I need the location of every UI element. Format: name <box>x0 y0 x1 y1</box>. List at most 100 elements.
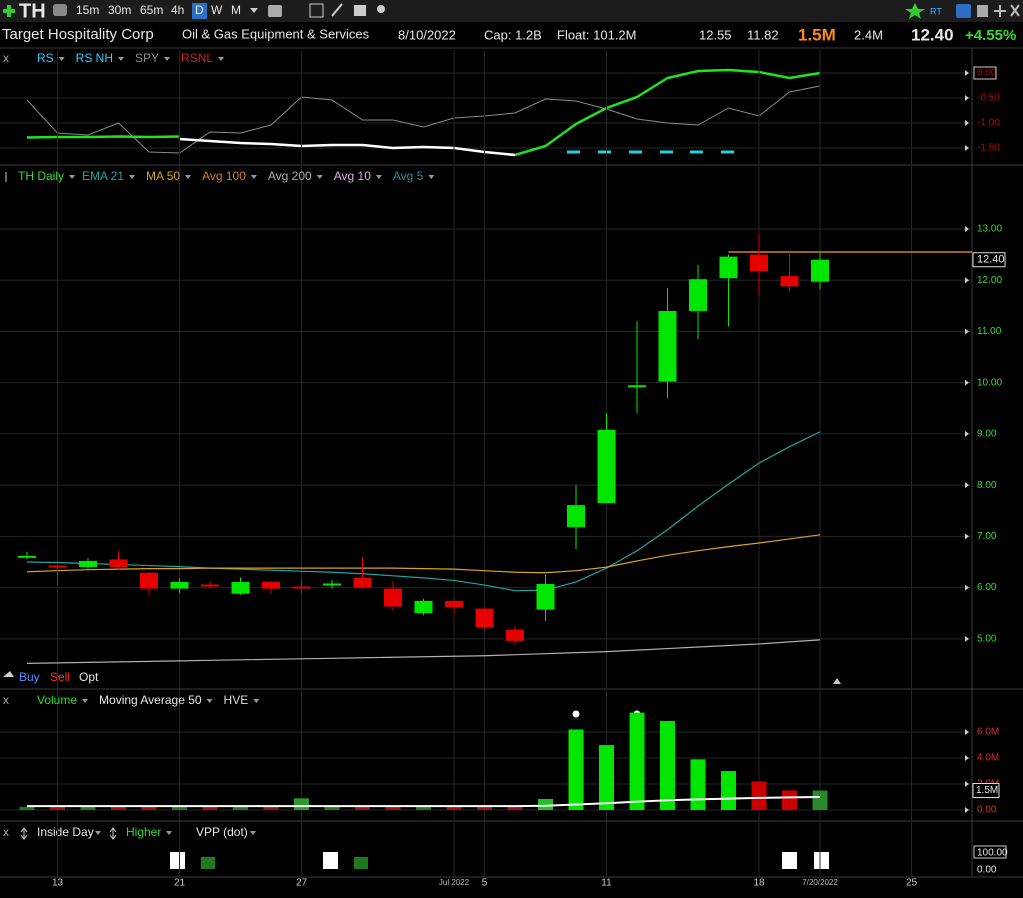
legend-item[interactable]: Avg 200 <box>268 169 312 183</box>
last-price-label: 12.40 <box>977 254 1005 266</box>
interval[interactable]: W <box>211 3 223 17</box>
tick-arrow <box>965 328 969 335</box>
interval[interactable]: 30m <box>108 3 131 17</box>
legend-item[interactable]: RS NH <box>76 51 113 65</box>
x-tick-label: 25 <box>906 878 918 889</box>
tick-arrow <box>965 781 969 788</box>
legend-caret <box>58 57 65 61</box>
options-button[interactable]: Opt <box>79 670 99 684</box>
tool-icon[interactable] <box>354 5 366 16</box>
candle-body <box>750 254 768 272</box>
change: +4.55% <box>965 27 1016 44</box>
legend-item[interactable]: EMA 21 <box>82 169 124 183</box>
legend-item[interactable]: HVE <box>224 693 249 707</box>
volume-bar <box>80 806 96 810</box>
sp-icon[interactable] <box>956 4 971 18</box>
legend-caret <box>164 57 171 61</box>
higher-marker <box>201 857 215 869</box>
rt-icon[interactable]: RT <box>930 6 942 16</box>
tick-arrow <box>965 430 969 437</box>
x-tick-label: 18 <box>753 878 765 889</box>
panel-close[interactable]: x <box>3 825 9 839</box>
candle-body <box>109 559 128 568</box>
volume-bar <box>538 798 553 810</box>
tick-highlight <box>973 66 997 80</box>
tool-icon[interactable] <box>331 3 343 17</box>
tool-icon[interactable] <box>377 5 385 13</box>
volume-bar <box>446 806 462 810</box>
close-icon[interactable] <box>1010 4 1020 17</box>
last-volume-box <box>972 783 1000 799</box>
legend-item[interactable]: SPY <box>135 51 159 65</box>
volume-bar <box>568 729 584 810</box>
tick-arrow <box>965 70 969 76</box>
legend-caret <box>129 175 136 179</box>
save-icon[interactable] <box>977 5 988 17</box>
volume-average <box>27 796 821 808</box>
tick-arrow <box>965 482 969 489</box>
legend-caret <box>185 175 192 179</box>
volume-bar <box>782 790 797 810</box>
legend-item[interactable]: RSNL <box>181 51 213 65</box>
legend-caret <box>428 175 435 179</box>
volume-bar <box>660 721 675 810</box>
tool-icon[interactable] <box>268 5 282 17</box>
volume-bar <box>721 771 736 810</box>
x-tick-label: 13 <box>52 878 64 889</box>
y-tick-label: -1.00 <box>977 118 1000 129</box>
candle-body <box>18 555 36 558</box>
pattern-legend[interactable]: Higher <box>126 825 161 839</box>
volume-bar <box>507 806 523 810</box>
y-tick-label: 8.00 <box>977 480 997 491</box>
symbol[interactable]: TH <box>19 0 46 22</box>
candle-body <box>811 259 829 282</box>
volume-bar <box>202 806 218 810</box>
interval[interactable]: 65m <box>140 3 163 17</box>
star-icon[interactable] <box>905 3 925 19</box>
pattern-legend[interactable]: VPP (dot) <box>196 825 248 839</box>
interval[interactable]: D <box>195 3 204 17</box>
higher-marker <box>354 857 368 869</box>
move-icon[interactable] <box>994 5 1006 17</box>
y-tick-label: 13.00 <box>977 224 1002 235</box>
symbol-menu-icon[interactable] <box>53 4 67 16</box>
tick-arrow <box>965 145 969 151</box>
legend-item[interactable]: Moving Average 50 <box>99 693 202 707</box>
pattern-markers <box>170 852 829 869</box>
legend-item[interactable]: Avg 100 <box>202 169 246 183</box>
candle-body <box>140 572 158 589</box>
market-cap: Cap: 1.2B <box>484 27 542 42</box>
panel-close: x <box>3 693 9 707</box>
legend-item[interactable]: Avg 5 <box>393 169 424 183</box>
legend-item[interactable]: MA 50 <box>146 169 180 183</box>
candle-body <box>48 565 67 568</box>
chart-name: TH Daily <box>18 169 64 183</box>
tick-arrow <box>965 226 969 233</box>
y-tick-label: 12.00 <box>977 275 1002 286</box>
rs-line <box>179 137 516 157</box>
sell-button[interactable]: Sell <box>50 670 70 684</box>
scroll-marker <box>833 678 841 684</box>
add-icon[interactable] <box>3 5 15 17</box>
interval-caret[interactable] <box>250 8 258 13</box>
buy-button[interactable]: Buy <box>19 670 40 684</box>
moving-average <box>26 431 821 592</box>
y-tick-label: 4.0M <box>977 753 999 764</box>
legend-item[interactable]: Volume <box>37 693 77 707</box>
tick-arrow <box>965 277 969 284</box>
panel-close: x <box>3 51 9 65</box>
interval[interactable]: 15m <box>76 3 99 17</box>
legend-item[interactable]: RS <box>37 51 54 65</box>
pattern-legend[interactable]: Inside Day <box>37 825 94 839</box>
candle-body <box>201 584 219 587</box>
volume-bar <box>690 759 706 810</box>
volume-bar <box>111 806 126 810</box>
y-tick-label: -0.50 <box>977 93 1000 104</box>
tool-icon[interactable] <box>309 3 324 18</box>
legend-item[interactable]: Avg 10 <box>334 169 371 183</box>
legend-caret <box>69 175 75 179</box>
interval[interactable]: 4h <box>171 3 184 17</box>
tick-arrow <box>965 807 969 813</box>
interval[interactable]: M <box>231 3 241 17</box>
